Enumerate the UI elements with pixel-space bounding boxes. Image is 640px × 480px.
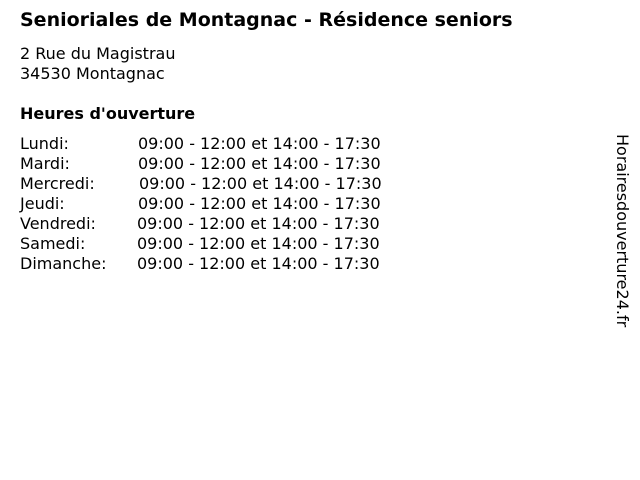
time-range: 09:00 - 12:00 et 14:00 - 17:30 xyxy=(138,134,381,153)
day-label: Dimanche: xyxy=(20,254,107,273)
time-range: 09:00 - 12:00 et 14:00 - 17:30 xyxy=(137,254,380,273)
day-label: Mardi: xyxy=(20,154,70,173)
time-range: 09:00 - 12:00 et 14:00 - 17:30 xyxy=(138,154,381,173)
day-label: Samedi: xyxy=(20,234,86,253)
hours-heading: Heures d'ouverture xyxy=(20,104,196,123)
time-range: 09:00 - 12:00 et 14:00 - 17:30 xyxy=(137,234,380,253)
day-label: Vendredi: xyxy=(20,214,96,233)
address-city: 34530 Montagnac xyxy=(20,64,165,83)
day-label: Jeudi: xyxy=(20,194,65,213)
time-range: 09:00 - 12:00 et 14:00 - 17:30 xyxy=(137,214,380,233)
page-title: Senioriales de Montagnac - Résidence sen… xyxy=(20,9,513,31)
day-label: Mercredi: xyxy=(20,174,95,193)
site-watermark: Horairesdouverture24.fr xyxy=(613,134,632,328)
address-street: 2 Rue du Magistrau xyxy=(20,44,176,63)
time-range: 09:00 - 12:00 et 14:00 - 17:30 xyxy=(139,174,382,193)
time-range: 09:00 - 12:00 et 14:00 - 17:30 xyxy=(138,194,381,213)
day-label: Lundi: xyxy=(20,134,69,153)
